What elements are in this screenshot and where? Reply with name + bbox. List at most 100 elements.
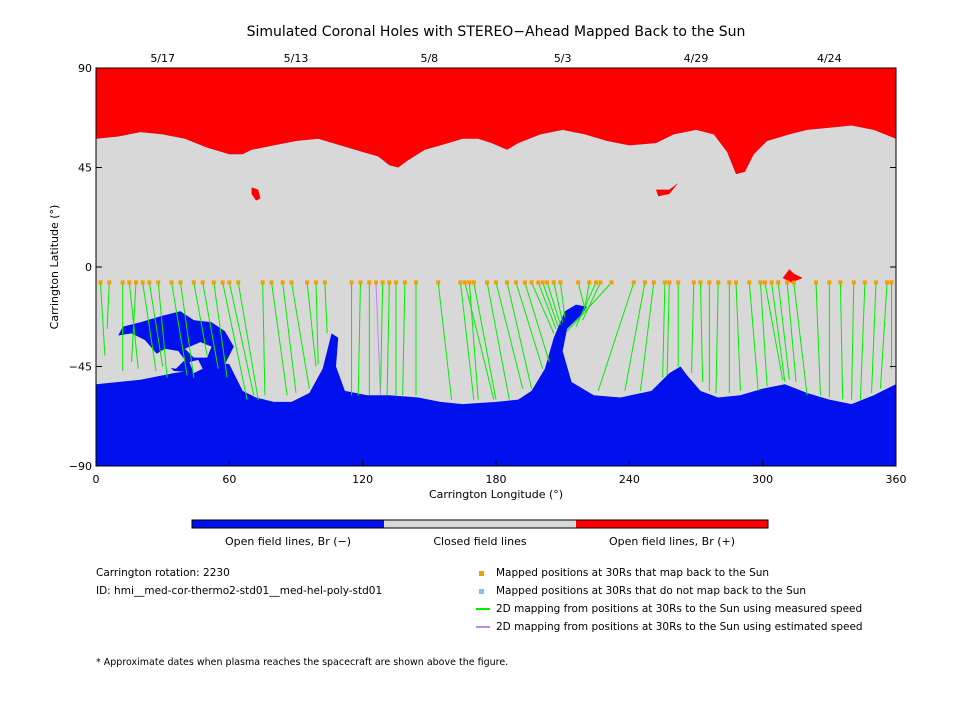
measured-mapping-line bbox=[486, 282, 510, 400]
measured-mapping-line bbox=[546, 282, 561, 325]
measured-mapping-line bbox=[213, 282, 228, 378]
positive-spot-3 bbox=[656, 182, 679, 197]
measured-mapping-line bbox=[171, 282, 188, 376]
mapped-footpoint bbox=[791, 280, 796, 285]
mapped-footpoint bbox=[576, 280, 581, 285]
polarity-colorbar: Open field lines, Br (−) Closed field li… bbox=[191, 519, 769, 548]
measured-mapping-line bbox=[306, 282, 317, 367]
top-date-label: 5/13 bbox=[284, 52, 309, 65]
measured-mapping-line bbox=[582, 282, 601, 321]
mapped-footpoint bbox=[851, 280, 856, 285]
measured-mapping-line bbox=[222, 282, 248, 400]
legend-swatch-mapped bbox=[479, 570, 484, 576]
mapped-footpoint bbox=[471, 280, 476, 285]
measured-mapping-line bbox=[506, 282, 533, 389]
x-tick-label: 360 bbox=[886, 473, 907, 486]
measured-mapping-line bbox=[379, 282, 384, 396]
mapped-footpoint bbox=[545, 280, 550, 285]
positive-spot-1 bbox=[251, 187, 261, 201]
x-tick-label: 180 bbox=[486, 473, 507, 486]
mapped-footpoint bbox=[827, 280, 832, 285]
measured-mapping-line bbox=[386, 282, 390, 396]
measured-mapping-line bbox=[771, 282, 786, 383]
mapped-footpoint bbox=[227, 280, 232, 285]
measured-mapping-line bbox=[495, 282, 524, 389]
measured-mapping-line bbox=[131, 282, 137, 363]
mapped-footpoint bbox=[462, 280, 467, 285]
mapped-footpoint bbox=[322, 280, 327, 285]
measured-mapping-line bbox=[764, 282, 784, 380]
measured-mapping-line bbox=[577, 282, 586, 310]
legend-item-measured-speed: 2D mapping from positions at 30Rs to the… bbox=[476, 603, 862, 615]
mapped-footpoint bbox=[140, 280, 145, 285]
mapped-footpoint bbox=[540, 280, 545, 285]
carrington-rotation-text: Carrington rotation: 2230 bbox=[96, 567, 230, 579]
y-axis-label: Carrington Latitude (°) bbox=[48, 205, 61, 330]
mapped-footpoint bbox=[380, 280, 385, 285]
legend-label-measured-speed: 2D mapping from positions at 30Rs to the… bbox=[496, 603, 863, 615]
top-date-label: 5/8 bbox=[420, 52, 438, 65]
mapped-footpoint bbox=[662, 280, 667, 285]
mapped-footpoint bbox=[200, 280, 205, 285]
measured-mapping-line bbox=[859, 282, 866, 400]
measured-mapping-line bbox=[691, 282, 695, 374]
mapped-footpoint bbox=[505, 280, 510, 285]
y-tick-label: 45 bbox=[78, 162, 92, 175]
colorbar-positive bbox=[576, 520, 768, 528]
legend-swatch-measured-speed bbox=[476, 608, 490, 610]
mapped-footpoint bbox=[178, 280, 183, 285]
measured-mapping-line bbox=[402, 282, 406, 396]
measured-mapping-line bbox=[786, 282, 797, 383]
mapped-footpoint bbox=[631, 280, 636, 285]
top-date-label: 5/17 bbox=[150, 52, 175, 65]
measured-mapping-line bbox=[324, 282, 328, 334]
measured-mapping-line bbox=[357, 282, 361, 396]
measured-mapping-line bbox=[666, 282, 670, 376]
measured-mapping-line bbox=[179, 282, 195, 378]
measured-mapping-line bbox=[542, 282, 559, 327]
mapped-footpoint bbox=[814, 280, 818, 285]
colorbar-label-positive: Open field lines, Br (+) bbox=[609, 535, 735, 548]
legend-item-not-mapped: Mapped positions at 30Rs that do not map… bbox=[476, 585, 806, 597]
mapped-footpoint bbox=[594, 280, 598, 285]
mapped-footpoint bbox=[211, 280, 216, 285]
colorbar-frame bbox=[191, 519, 769, 529]
legend-label-mapped: Mapped positions at 30Rs that map back t… bbox=[496, 567, 770, 579]
chart-title: Simulated Coronal Holes with STEREO−Ahea… bbox=[247, 24, 746, 40]
mapped-footpoint bbox=[785, 280, 790, 285]
measured-mapping-line bbox=[473, 282, 497, 400]
x-tick-label: 240 bbox=[619, 473, 640, 486]
mapped-footpoint bbox=[691, 280, 696, 285]
x-tick-label: 300 bbox=[752, 473, 773, 486]
measured-mapping-line bbox=[715, 282, 719, 394]
legend-item-estimated-speed: 2D mapping from positions at 30Rs to the… bbox=[476, 621, 863, 633]
legend-label-not-mapped: Mapped positions at 30Rs that do not map… bbox=[496, 585, 807, 597]
measured-mapping-line bbox=[202, 282, 219, 369]
mapped-footpoint bbox=[374, 280, 378, 285]
legend-swatch-not-mapped bbox=[479, 588, 484, 594]
mapped-footpoint bbox=[280, 280, 285, 285]
mapped-footpoint bbox=[747, 280, 752, 285]
mapped-footpoint bbox=[269, 280, 274, 285]
measured-mapping-line bbox=[468, 282, 479, 400]
measured-mapping-line bbox=[262, 282, 266, 396]
measured-mapping-line bbox=[639, 282, 655, 391]
top-date-label: 4/29 bbox=[684, 52, 709, 65]
mapped-footpoint bbox=[394, 280, 398, 285]
y-tick-label: 90 bbox=[78, 62, 92, 75]
closed-field-region bbox=[96, 125, 896, 405]
mapped-footpoint bbox=[676, 280, 681, 285]
y-tick-label: −90 bbox=[69, 460, 92, 473]
measured-mapping-line bbox=[815, 282, 821, 396]
mapped-footpoint bbox=[494, 280, 498, 285]
measured-mapping-line bbox=[699, 282, 704, 382]
mapped-footpoint bbox=[734, 280, 738, 285]
positive-spot-2 bbox=[429, 127, 436, 133]
mapped-footpoint bbox=[458, 280, 463, 285]
mapped-footpoint bbox=[191, 280, 196, 285]
measured-mapping-line bbox=[662, 282, 666, 378]
measured-mapping-line bbox=[759, 282, 768, 387]
x-tick-label: 0 bbox=[93, 473, 100, 486]
mapped-footpoint bbox=[156, 280, 161, 285]
